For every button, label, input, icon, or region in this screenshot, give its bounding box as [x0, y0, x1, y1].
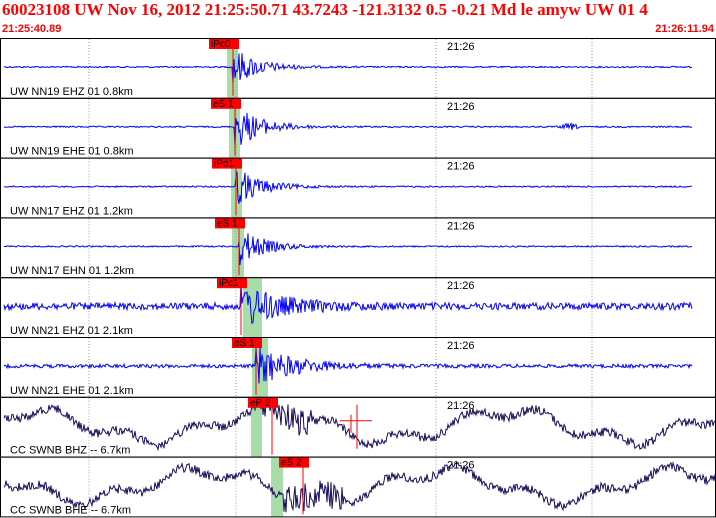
pick-label: eS 1: [213, 99, 234, 110]
pick-window-shade: [271, 457, 283, 517]
time-tick-label: 21:26: [447, 220, 475, 232]
time-tick-label: 21:26: [447, 280, 475, 292]
pick-label-box: [212, 157, 242, 169]
pick-label: iPc1: [219, 278, 239, 289]
station-label: UW NN21 EHZ 01 2.1km: [10, 325, 133, 337]
window-start-time: 21:25:40.89: [2, 23, 62, 35]
pick-label-box: [209, 38, 239, 49]
pick-label-box: [279, 456, 309, 468]
pick-label: eP 2: [250, 398, 271, 409]
waveform-trace: [3, 396, 716, 452]
trace-panel: eS 1 21:26 UW NN21 EHE 01 2.1km: [0, 337, 716, 398]
pick-label: eS 2: [281, 458, 302, 469]
station-label: UW NN17 EHZ 01 1.2km: [10, 205, 133, 217]
pick-label-box: [217, 277, 247, 289]
time-tick-label: 21:26: [447, 161, 475, 173]
pick-label: eS 1: [234, 338, 255, 349]
station-label: UW NN17 EHN 01 1.2km: [10, 265, 134, 277]
header: 60023108 UW Nov 16, 2012 21:25:50.71 43.…: [0, 0, 716, 38]
waveform-trace: [3, 346, 693, 384]
pick-window-shade: [232, 218, 244, 278]
pick-label: iPd1: [214, 159, 234, 170]
time-tick-label: 21:26: [447, 340, 475, 352]
trace-panel: eS 1 21:26 UW NN17 EHN 01 1.2km: [0, 217, 716, 279]
trace-panel: iPc0 21:26 UW NN19 EHZ 01 0.8km: [0, 38, 716, 99]
trace-panel: iPc1 21:26 UW NN21 EHZ 01 2.1km: [0, 277, 716, 339]
waveform-trace: [3, 461, 716, 513]
window-end-time: 21:26:11.94: [655, 23, 714, 35]
time-tick-label: 21:26: [447, 101, 475, 113]
pick-label: iPc0: [211, 39, 231, 50]
waveform-trace: [3, 53, 693, 84]
trace-panel: eS 2 21:26 CC SWNB BHE -- 6.7km: [0, 456, 716, 518]
station-label: CC SWNB BHE -- 6.7km: [10, 504, 131, 516]
station-label: CC SWNB BHZ -- 6.7km: [10, 445, 130, 457]
trace-panel: eS 1 21:26 UW NN19 EHE 01 0.8km: [0, 97, 716, 159]
pick-label-box: [211, 97, 241, 109]
trace-panel: eP 2 21:26 CC SWNB BHZ -- 6.7km: [0, 396, 716, 458]
waveform-trace: [3, 233, 693, 266]
pick-window-shade: [251, 397, 262, 457]
time-tick-label: 21:26: [447, 400, 475, 412]
station-label: UW NN19 EHZ 01 0.8km: [10, 86, 133, 98]
pick-label-box: [215, 217, 245, 229]
event-title: 60023108 UW Nov 16, 2012 21:25:50.71 43.…: [2, 0, 648, 19]
waveform-trace: [3, 281, 693, 325]
station-label: UW NN21 EHE 01 2.1km: [10, 385, 133, 397]
pick-label: eS 1: [217, 218, 238, 229]
time-tick-label: 21:26: [447, 460, 475, 472]
time-tick-label: 21:26: [447, 41, 475, 53]
pick-label-box: [248, 396, 278, 408]
waveform-trace: [3, 112, 693, 147]
waveform-trace: [3, 171, 693, 204]
station-label: UW NN19 EHE 01 0.8km: [10, 146, 133, 158]
trace-panel: iPd1 21:26 UW NN17 EHZ 01 1.2km: [0, 157, 716, 219]
pick-label-box: [232, 337, 262, 348]
